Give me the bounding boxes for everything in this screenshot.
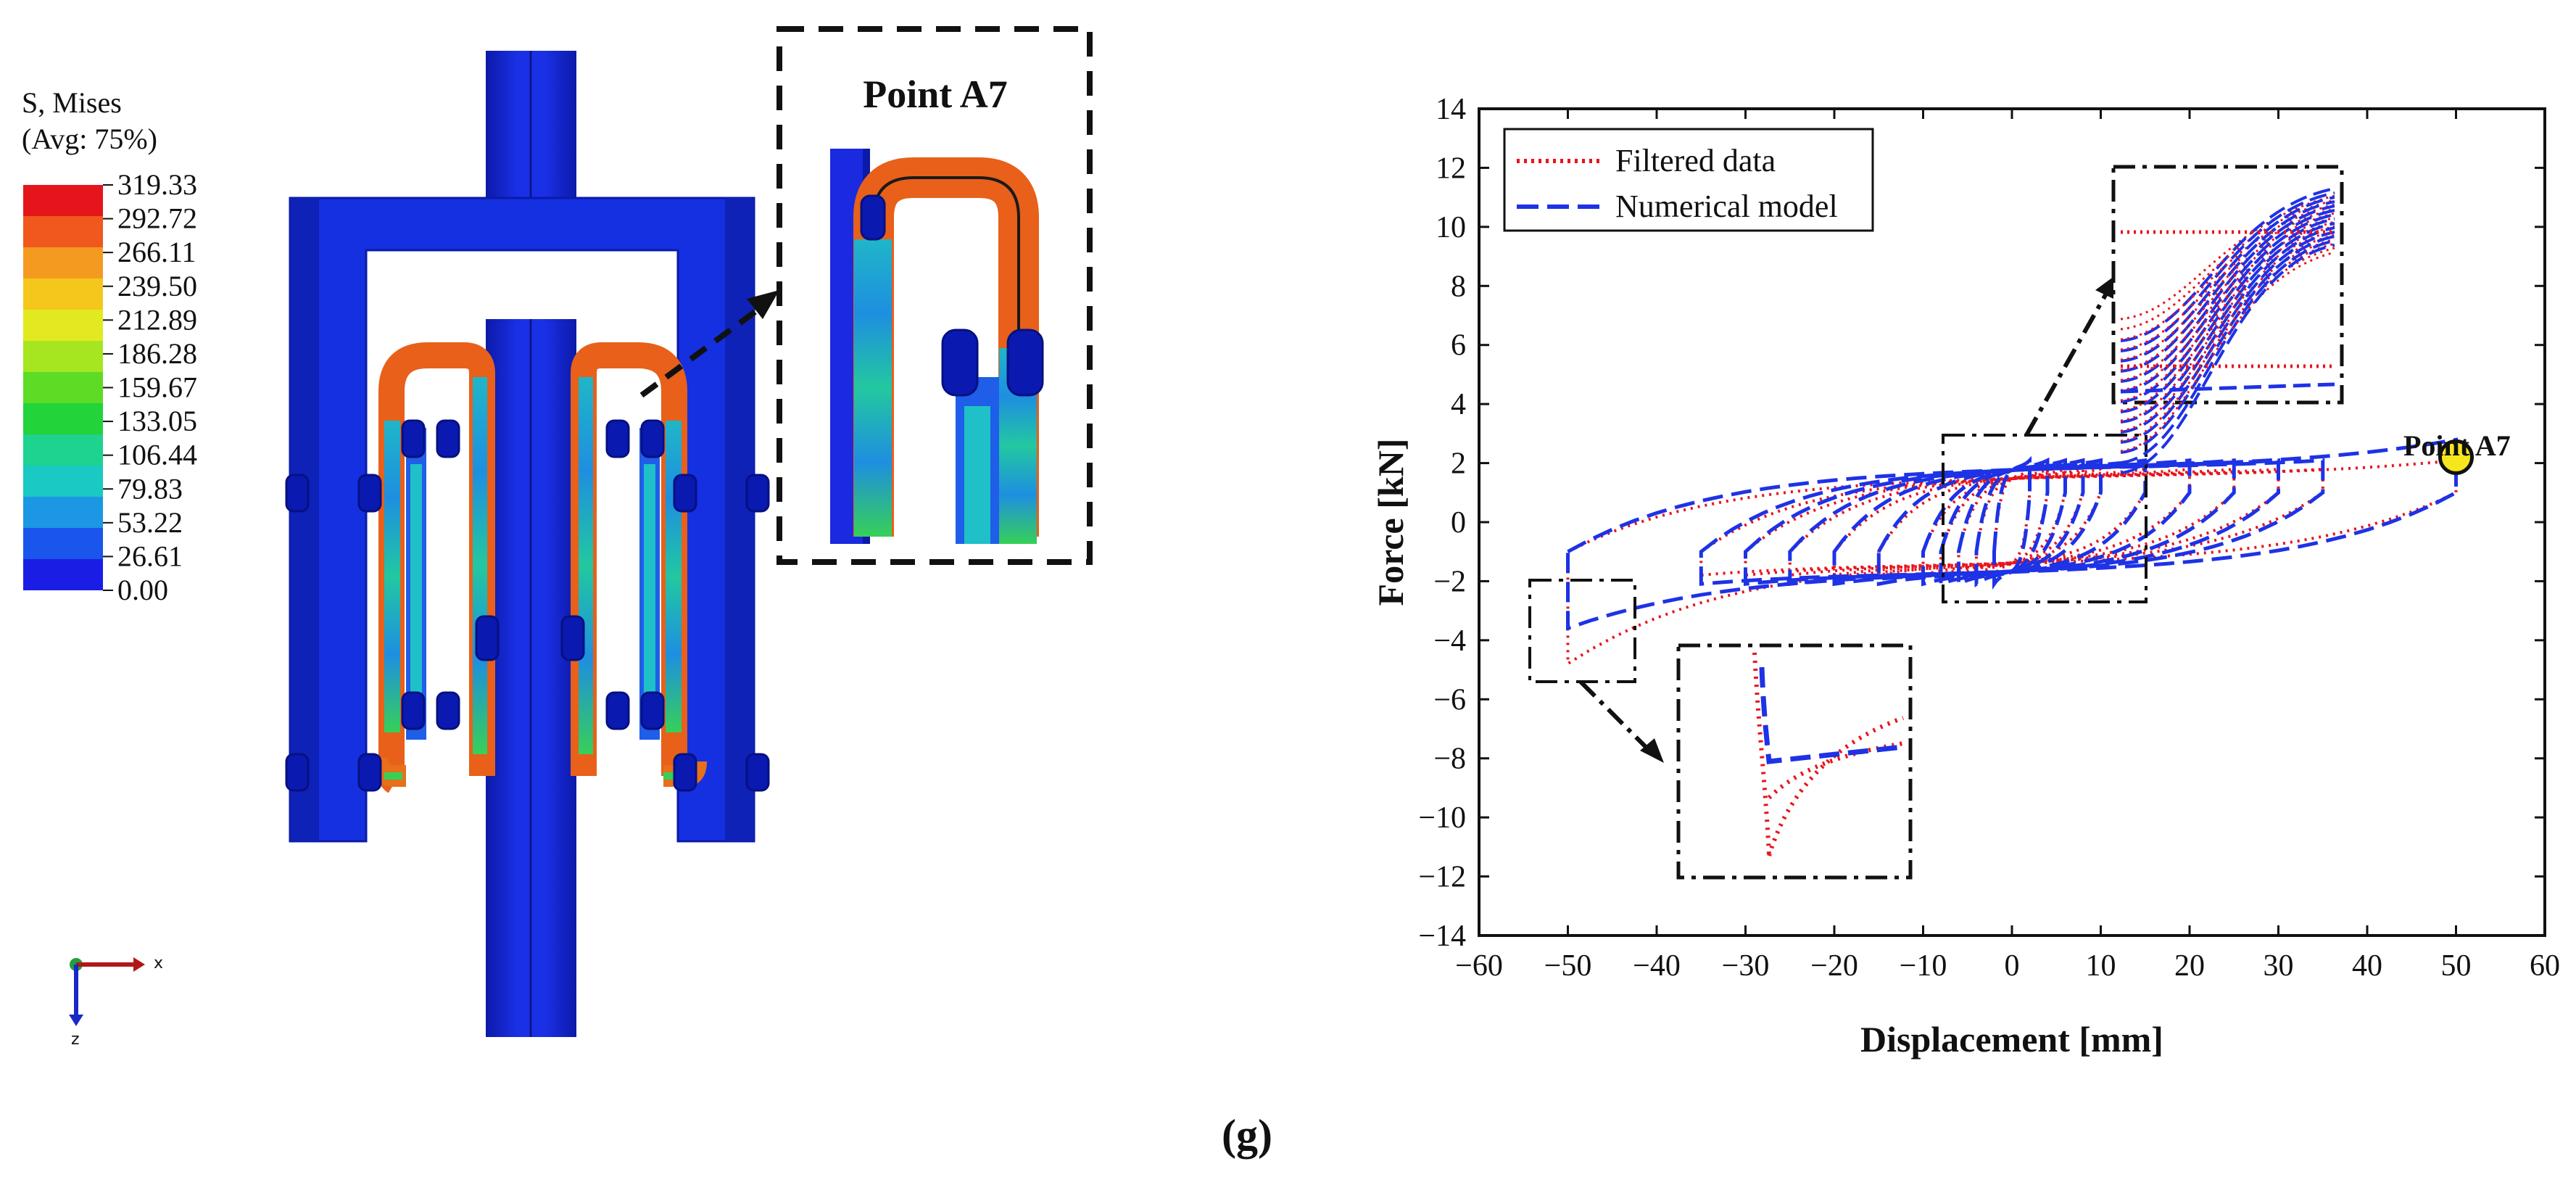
- x-tick-label: 60: [2530, 949, 2560, 983]
- x-tick-label: −50: [1544, 949, 1592, 983]
- legend-subtitle: (Avg: 75%): [22, 123, 157, 155]
- y-tick-label: −6: [1433, 683, 1466, 716]
- x-tick-label: 20: [2174, 949, 2205, 983]
- legend-swatch: [23, 466, 103, 497]
- x-tick-label: −40: [1633, 949, 1681, 983]
- inset-title: Point A7: [863, 73, 1008, 116]
- legend-value: 319.33: [117, 168, 197, 201]
- series-loop: [1957, 458, 2067, 587]
- hysteresis-chart: −60 −50 −40 −30 −20 −10 0 10 20 30 40 50 60 −14−12−1…: [1370, 93, 2560, 1060]
- y-tick-label: −2: [1433, 565, 1466, 598]
- x-ticks: [1478, 109, 2546, 936]
- legend-swatch: [23, 403, 103, 434]
- fea-inset: Point A7: [776, 26, 1093, 565]
- legend-value: 133.05: [117, 405, 197, 437]
- legend-swatch: [23, 247, 103, 278]
- legend-swatch: [23, 497, 103, 528]
- y-tick-label: 8: [1451, 270, 1466, 303]
- chart-legend: Filtered data Numerical model: [1503, 128, 1874, 232]
- legend-value: 292.72: [117, 202, 197, 235]
- legend-value: 0.00: [117, 574, 168, 606]
- fea-legend: S, Mises (Avg: 75%) 319.33292.72266.1123…: [22, 86, 197, 606]
- x-tick-label: 0: [2005, 949, 2020, 983]
- legend-value: 266.11: [117, 236, 196, 268]
- legend-labels: 319.33292.72266.11239.50212.89186.28159.…: [103, 168, 197, 606]
- x-axis-label: Displacement [mm]: [1860, 1019, 2163, 1060]
- y-tick-label: 4: [1451, 388, 1466, 421]
- zoom-inset-top: [2111, 165, 2344, 474]
- legend-value: 53.22: [117, 506, 183, 539]
- legend-value: 239.50: [117, 270, 197, 302]
- y-tick-labels: −14 −12 −10 −8 −6 −4 −2 0 2 4 6 8 10 12 14: [1418, 93, 1466, 953]
- legend-title: S, Mises: [22, 86, 122, 119]
- legend-value: 79.83: [117, 472, 183, 505]
- legend-value: 106.44: [117, 439, 197, 471]
- point-a7-label: Point A7: [2403, 429, 2511, 462]
- y-tick-label: −4: [1433, 624, 1466, 658]
- series-loop: [1744, 458, 2280, 586]
- series-loop: [1699, 467, 2324, 577]
- x-tick-label: 30: [2264, 949, 2294, 983]
- y-tick-label: 6: [1451, 329, 1466, 363]
- legend-value: 159.67: [117, 371, 197, 404]
- axis-triad: x z: [69, 954, 163, 1049]
- y-tick-label: 14: [1436, 93, 1466, 126]
- zoom-box-center: [1942, 434, 2148, 603]
- y-ticks: [1479, 107, 2545, 937]
- axis-z-label: z: [71, 1031, 80, 1049]
- y-tick-label: 0: [1451, 506, 1466, 540]
- fea-model: Point A7 x z: [69, 26, 1093, 1049]
- inset-pointer: [639, 302, 767, 398]
- legend-value: 186.28: [117, 337, 197, 370]
- legend-numerical-label: Numerical model: [1615, 189, 1838, 224]
- zoom-arrow-left: [1578, 680, 1648, 749]
- y-tick-label: 12: [1436, 152, 1466, 185]
- legend-value: 212.89: [117, 303, 197, 336]
- point-a7-marker: [2438, 439, 2474, 475]
- series-loop: [1566, 437, 2458, 631]
- series-loop: [1788, 467, 2236, 577]
- legend-swatch: [23, 310, 103, 341]
- inset-arrowhead: [747, 290, 779, 319]
- legend-swatch: [23, 434, 103, 466]
- y-axis-label: Force [kN]: [1370, 439, 1411, 606]
- x-tick-label: −60: [1455, 949, 1503, 983]
- y-tick-label: −14: [1418, 920, 1466, 953]
- x-tick-label: 10: [2086, 949, 2116, 983]
- right-u-strap: [571, 342, 707, 787]
- legend-swatches: [23, 185, 103, 590]
- series-numerical-model: [1566, 437, 2458, 631]
- panel-label: (g): [1222, 1111, 1272, 1159]
- y-tick-label: −10: [1418, 801, 1466, 835]
- legend-swatch: [23, 278, 103, 310]
- x-tick-label: 50: [2441, 949, 2472, 983]
- y-tick-label: −12: [1418, 861, 1466, 894]
- x-tick-label: −10: [1900, 949, 1947, 983]
- legend-swatch: [23, 372, 103, 403]
- y-tick-label: 10: [1436, 211, 1466, 244]
- x-tick-label: −30: [1722, 949, 1770, 983]
- series-loop: [1992, 455, 2032, 590]
- legend-swatch: [23, 341, 103, 372]
- plot-area: [1478, 107, 2546, 937]
- y-tick-label: −8: [1433, 743, 1466, 776]
- legend-swatch: [23, 528, 103, 559]
- left-u-strap: [366, 342, 495, 793]
- x-tick-label: 40: [2352, 949, 2382, 983]
- series-loop: [1699, 458, 2325, 586]
- legend-swatch: [23, 185, 103, 216]
- axis-x-label: x: [154, 954, 163, 972]
- x-tick-label: −20: [1810, 949, 1858, 983]
- series-loop: [1566, 458, 2458, 666]
- y-tick-label: 2: [1451, 447, 1466, 481]
- legend-filtered-label: Filtered data: [1615, 143, 1776, 178]
- legend-value: 26.61: [117, 540, 183, 572]
- zoom-arrow-center: [2024, 292, 2108, 437]
- bolts: [285, 419, 770, 792]
- legend-swatch: [23, 216, 103, 247]
- zoom-inset-bottom: [1676, 643, 1913, 880]
- legend-swatch: [23, 559, 103, 590]
- x-tick-labels: −60 −50 −40 −30 −20 −10 0 10 20 30 40 50 60: [1455, 949, 2560, 983]
